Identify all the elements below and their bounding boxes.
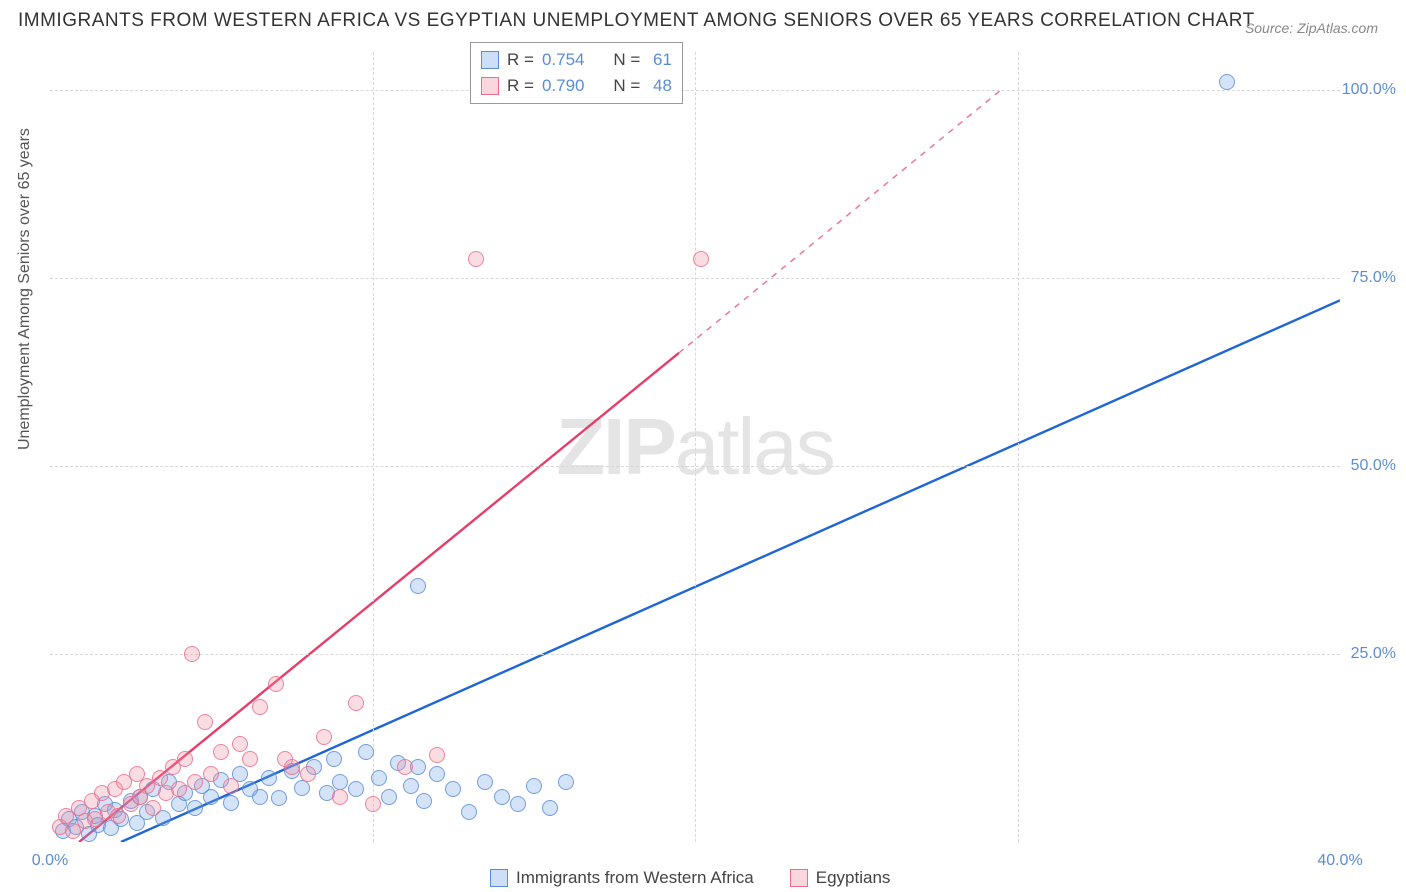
series-legend: Immigrants from Western Africa Egyptians — [490, 868, 890, 888]
data-point — [152, 770, 168, 786]
data-point — [232, 736, 248, 752]
data-point — [284, 759, 300, 775]
data-point — [223, 778, 239, 794]
data-point — [358, 744, 374, 760]
y-tick: 25.0% — [1351, 645, 1396, 663]
data-point — [410, 578, 426, 594]
correlation-legend: R = 0.754 N = 61R = 0.790 N = 48 — [470, 42, 683, 104]
data-point — [203, 789, 219, 805]
chart-title: IMMIGRANTS FROM WESTERN AFRICA VS EGYPTI… — [18, 10, 1255, 32]
vgridline — [373, 52, 374, 842]
data-point — [252, 789, 268, 805]
vgridline — [695, 52, 696, 842]
legend-swatch — [481, 77, 499, 95]
data-point — [403, 778, 419, 794]
y-tick: 50.0% — [1351, 457, 1396, 475]
legend-row: R = 0.790 N = 48 — [481, 73, 672, 99]
data-point — [213, 744, 229, 760]
legend-label: Egyptians — [816, 868, 891, 888]
data-point — [110, 808, 126, 824]
y-axis-label: Unemployment Among Seniors over 65 years — [16, 128, 34, 450]
data-point — [348, 695, 364, 711]
data-point — [348, 781, 364, 797]
data-point — [203, 766, 219, 782]
legend-item: Egyptians — [790, 868, 891, 888]
legend-swatch — [490, 869, 508, 887]
data-point — [558, 774, 574, 790]
data-point — [693, 251, 709, 267]
source-label: Source: ZipAtlas.com — [1245, 20, 1378, 36]
data-point — [542, 800, 558, 816]
x-tick: 40.0% — [1317, 852, 1362, 870]
data-point — [526, 778, 542, 794]
data-point — [429, 766, 445, 782]
data-point — [477, 774, 493, 790]
y-tick: 100.0% — [1342, 81, 1396, 99]
legend-swatch — [790, 869, 808, 887]
data-point — [197, 714, 213, 730]
data-point — [416, 793, 432, 809]
data-point — [1219, 74, 1235, 90]
legend-item: Immigrants from Western Africa — [490, 868, 754, 888]
data-point — [461, 804, 477, 820]
data-point — [300, 766, 316, 782]
data-point — [271, 790, 287, 806]
data-point — [184, 646, 200, 662]
data-point — [494, 789, 510, 805]
data-point — [381, 789, 397, 805]
data-point — [261, 770, 277, 786]
plot-area: ZIPatlas 25.0%50.0%75.0%100.0%0.0%40.0% — [50, 52, 1340, 842]
data-point — [252, 699, 268, 715]
data-point — [445, 781, 461, 797]
data-point — [510, 796, 526, 812]
data-point — [242, 751, 258, 767]
data-point — [187, 774, 203, 790]
data-point — [371, 770, 387, 786]
data-point — [332, 789, 348, 805]
data-point — [268, 676, 284, 692]
data-point — [397, 759, 413, 775]
legend-label: Immigrants from Western Africa — [516, 868, 754, 888]
data-point — [145, 800, 161, 816]
data-point — [187, 800, 203, 816]
data-point — [177, 751, 193, 767]
y-tick: 75.0% — [1351, 269, 1396, 287]
data-point — [468, 251, 484, 267]
legend-row: R = 0.754 N = 61 — [481, 47, 672, 73]
data-point — [223, 795, 239, 811]
data-point — [429, 747, 445, 763]
legend-swatch — [481, 51, 499, 69]
data-point — [171, 781, 187, 797]
vgridline — [1018, 52, 1019, 842]
data-point — [326, 751, 342, 767]
x-tick: 0.0% — [32, 852, 68, 870]
data-point — [316, 729, 332, 745]
data-point — [365, 796, 381, 812]
data-point — [332, 774, 348, 790]
